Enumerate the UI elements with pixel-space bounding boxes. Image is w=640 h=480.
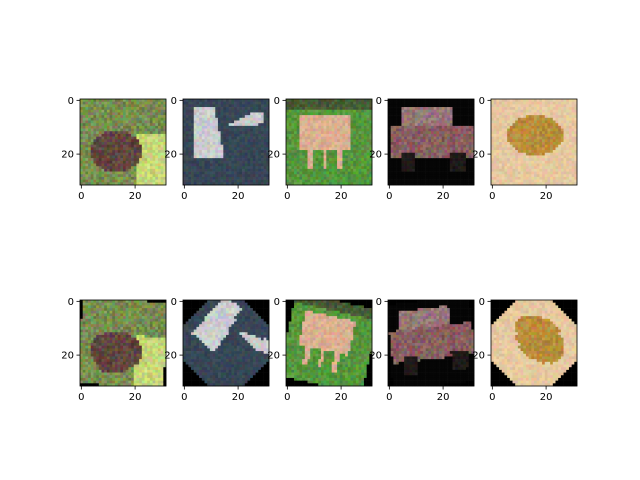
- y-tick-label: 0: [68, 297, 74, 308]
- y-tick-label: 20: [267, 351, 280, 362]
- axes-frame: [490, 299, 578, 387]
- x-tick-label: 0: [181, 191, 187, 202]
- subplot-r0-c4: 0 20 0 20: [472, 96, 578, 202]
- y-tick-label: 0: [68, 96, 74, 107]
- x-tick-label: 0: [386, 392, 392, 403]
- x-tick-label: 0: [284, 392, 290, 403]
- y-tick-label: 20: [164, 351, 177, 362]
- y-tick-label: 20: [61, 150, 74, 161]
- y-tick-label: 20: [472, 351, 485, 362]
- y-tick-label: 20: [267, 150, 280, 161]
- y-tick-label: 20: [164, 150, 177, 161]
- x-tick-label: 0: [78, 392, 84, 403]
- x-tick-label: 20: [232, 191, 245, 202]
- y-tick-label: 20: [472, 150, 485, 161]
- axes-frame: [490, 98, 578, 186]
- frog-image: [491, 300, 578, 387]
- bird-image: [183, 300, 270, 387]
- x-tick-label: 0: [489, 191, 495, 202]
- axes-frame: [79, 98, 167, 186]
- y-tick-label: 0: [274, 297, 280, 308]
- y-tick-label: 0: [376, 297, 382, 308]
- x-tick-label: 0: [489, 392, 495, 403]
- horse-image: [286, 300, 373, 387]
- y-tick-label: 0: [274, 96, 280, 107]
- y-tick-label: 0: [479, 297, 485, 308]
- y-tick-label: 0: [376, 96, 382, 107]
- bird-image: [183, 99, 270, 186]
- y-tick-label: 0: [171, 297, 177, 308]
- subplot-r1-c0: 0 20 0 20: [61, 297, 167, 403]
- x-tick-label: 0: [386, 191, 392, 202]
- x-tick-label: 0: [78, 191, 84, 202]
- axes-frame: [182, 98, 270, 186]
- subplot-r1-c1: 0 20 0 20: [164, 297, 270, 403]
- subplot-r1-c2: 0 20 0 20: [267, 297, 373, 403]
- axes-frame: [387, 98, 475, 186]
- car-image: [388, 300, 475, 387]
- x-tick-label: 20: [335, 392, 348, 403]
- y-tick-label: 20: [369, 150, 382, 161]
- car-image: [388, 99, 475, 186]
- subplot-r1-c4: 0 20 0 20: [472, 297, 578, 403]
- x-tick-label: 20: [232, 392, 245, 403]
- x-tick-label: 20: [437, 392, 450, 403]
- axes-frame: [387, 299, 475, 387]
- x-tick-label: 0: [284, 191, 290, 202]
- frog-image: [491, 99, 578, 186]
- y-tick-label: 20: [61, 351, 74, 362]
- axes-frame: [182, 299, 270, 387]
- y-tick-label: 0: [171, 96, 177, 107]
- x-tick-label: 20: [335, 191, 348, 202]
- subplot-r1-c3: 0 20 0 20: [369, 297, 475, 403]
- subplot-r0-c3: 0 20 0 20: [369, 96, 475, 202]
- x-tick-label: 20: [129, 191, 142, 202]
- x-tick-label: 20: [540, 191, 553, 202]
- subplot-r0-c2: 0 20 0 20: [267, 96, 373, 202]
- axes-frame: [79, 299, 167, 387]
- horse-image: [286, 99, 373, 186]
- x-tick-label: 20: [129, 392, 142, 403]
- frog-image: [80, 99, 167, 186]
- y-tick-label: 0: [479, 96, 485, 107]
- subplot-r0-c0: 0 20 0 20: [61, 96, 167, 202]
- axes-frame: [285, 98, 373, 186]
- x-tick-label: 20: [540, 392, 553, 403]
- x-tick-label: 0: [181, 392, 187, 403]
- axes-frame: [285, 299, 373, 387]
- y-tick-label: 20: [369, 351, 382, 362]
- subplot-r0-c1: 0 20 0 20: [164, 96, 270, 202]
- frog-image: [80, 300, 167, 387]
- x-tick-label: 20: [437, 191, 450, 202]
